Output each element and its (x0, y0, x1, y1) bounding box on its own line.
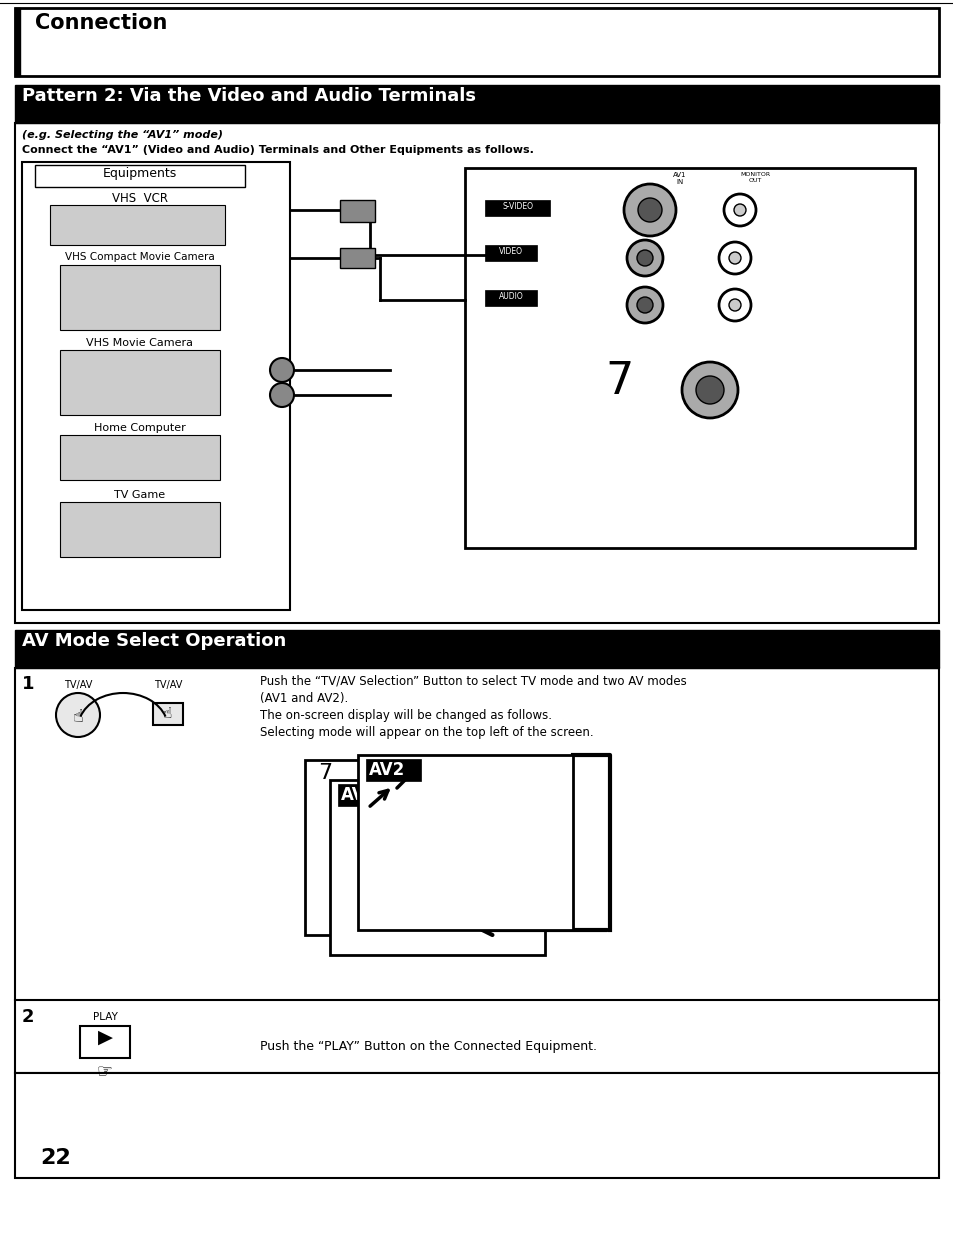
Circle shape (270, 358, 294, 383)
Circle shape (637, 297, 652, 313)
Text: MONITOR
OUT: MONITOR OUT (740, 172, 769, 183)
Bar (337, 784, 393, 806)
Text: ☞: ☞ (97, 1062, 113, 1080)
Bar (60, 435, 220, 480)
Text: S-VIDEO: S-VIDEO (502, 202, 533, 211)
Circle shape (626, 240, 662, 277)
Bar (15, 668, 938, 1073)
Bar (22, 162, 290, 611)
Circle shape (623, 184, 676, 235)
Bar (15, 1073, 938, 1177)
Bar (464, 168, 914, 548)
Bar (15, 7, 938, 76)
Bar (339, 201, 375, 222)
Text: Home Computer: Home Computer (94, 422, 186, 434)
Text: TV Game: TV Game (114, 490, 166, 500)
Bar (305, 760, 519, 934)
Text: Push the “TV/AV Selection” Button to select TV mode and two AV modes: Push the “TV/AV Selection” Button to sel… (260, 675, 686, 688)
Text: Connection: Connection (35, 12, 167, 32)
Text: AUDIO: AUDIO (498, 292, 523, 302)
Text: (AV1 and AV2).: (AV1 and AV2). (260, 692, 348, 705)
Text: VIDEO: VIDEO (498, 247, 522, 255)
Text: ☝: ☝ (163, 706, 172, 721)
Text: The on-screen display will be changed as follows.: The on-screen display will be changed as… (260, 709, 552, 721)
Circle shape (728, 252, 740, 264)
Text: PLAY: PLAY (92, 1012, 117, 1022)
Circle shape (681, 363, 738, 417)
Text: TV/AV: TV/AV (153, 680, 182, 690)
Circle shape (728, 299, 740, 312)
Circle shape (719, 242, 750, 274)
Text: (e.g. Selecting the “AV1” mode): (e.g. Selecting the “AV1” mode) (22, 130, 223, 140)
Bar (366, 759, 420, 781)
Text: Pattern 2: Via the Video and Audio Terminals: Pattern 2: Via the Video and Audio Termi… (22, 87, 476, 105)
Bar (484, 245, 537, 260)
Circle shape (696, 376, 723, 404)
Text: TV/AV: TV/AV (64, 680, 92, 690)
Circle shape (270, 383, 294, 407)
Bar (357, 755, 573, 930)
Bar (152, 703, 183, 725)
Text: ▶: ▶ (97, 1028, 112, 1047)
Bar (60, 350, 220, 415)
Text: Connect the “AV1” (Video and Audio) Terminals and Other Equipments as follows.: Connect the “AV1” (Video and Audio) Term… (22, 145, 534, 155)
Bar (15, 7, 20, 76)
Bar (60, 502, 220, 557)
Text: Selecting mode will appear on the top left of the screen.: Selecting mode will appear on the top le… (260, 726, 593, 739)
Circle shape (638, 198, 661, 222)
Bar (15, 630, 938, 668)
Bar (35, 164, 245, 187)
Text: 2: 2 (22, 1008, 34, 1025)
Bar (60, 265, 220, 330)
Circle shape (56, 693, 100, 736)
Text: ☝: ☝ (72, 708, 84, 726)
Bar (484, 290, 537, 307)
Text: AV1
IN: AV1 IN (673, 172, 686, 184)
Circle shape (723, 194, 755, 226)
Circle shape (637, 250, 652, 265)
Text: AV2: AV2 (369, 761, 405, 779)
Text: 1: 1 (22, 675, 34, 693)
Text: AV Mode Select Operation: AV Mode Select Operation (22, 632, 286, 650)
Text: 7: 7 (317, 763, 332, 782)
Text: VHS Compact Movie Camera: VHS Compact Movie Camera (65, 252, 214, 262)
Bar (330, 780, 544, 954)
Circle shape (733, 204, 745, 216)
Text: 22: 22 (40, 1148, 71, 1168)
Text: AV1: AV1 (340, 786, 376, 804)
Text: VHS  VCR: VHS VCR (112, 192, 168, 206)
Circle shape (626, 287, 662, 323)
Bar (339, 248, 375, 268)
Bar (15, 123, 938, 623)
Bar (484, 201, 550, 216)
Bar (15, 85, 938, 123)
Text: Push the “PLAY” Button on the Connected Equipment.: Push the “PLAY” Button on the Connected … (260, 1040, 597, 1053)
Bar (80, 1025, 130, 1058)
Text: VHS Movie Camera: VHS Movie Camera (87, 338, 193, 348)
Text: Equipments: Equipments (103, 167, 177, 179)
Bar (50, 206, 225, 245)
Text: 7: 7 (605, 360, 634, 402)
Circle shape (719, 289, 750, 321)
